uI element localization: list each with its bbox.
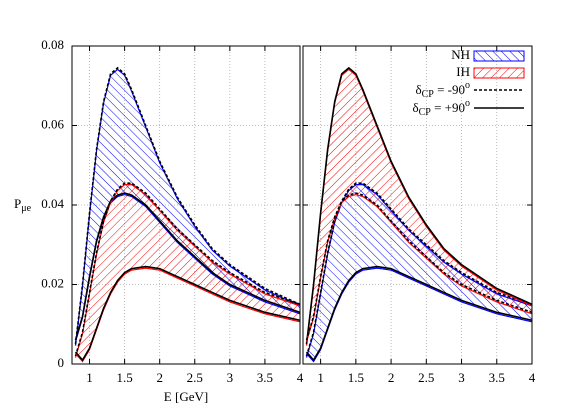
y-tick-label: 0.08 <box>41 37 64 52</box>
x-tick-label: 3.5 <box>257 370 273 385</box>
legend-sub: CP <box>419 107 432 118</box>
x-tick-label: 1.5 <box>348 370 364 385</box>
curve <box>305 182 532 357</box>
frame <box>302 45 533 365</box>
x-tick-label: 3 <box>458 370 465 385</box>
y-axis-label: Pμe <box>14 196 32 214</box>
legend-sub: CP <box>422 89 435 100</box>
legend-symbol: δ <box>412 100 418 115</box>
y-tick-label: 0.06 <box>41 116 64 131</box>
legend-label: δCP = -90o <box>415 80 470 100</box>
x-tick-label: 1.5 <box>116 370 132 385</box>
x-tick-label: 3 <box>227 370 234 385</box>
legend-label: δCP = +90o <box>412 98 470 118</box>
band <box>75 183 300 361</box>
x-tick-label: 2.5 <box>418 370 434 385</box>
legend-swatch <box>473 67 525 79</box>
legend-swatch <box>473 50 525 62</box>
band <box>306 183 532 361</box>
legend-label: NH <box>451 47 470 62</box>
legend-text: = -90 <box>434 82 465 97</box>
legend-sup: o <box>465 98 470 109</box>
x-tick-label: 2 <box>388 370 395 385</box>
y-tick-label: 0.02 <box>41 275 64 290</box>
curve <box>74 192 300 341</box>
x-tick-label: 4 <box>529 370 536 385</box>
legend-sup: o <box>465 80 470 91</box>
x-tick-label: 3.5 <box>489 370 505 385</box>
x-axis-label: E [GeV] <box>164 389 208 404</box>
curve <box>74 265 300 362</box>
y-label-main: P <box>14 196 21 211</box>
legend-text: = +90 <box>431 100 465 115</box>
legend-label: IH <box>456 64 470 79</box>
x-tick-label: 2 <box>156 370 163 385</box>
curve <box>74 182 300 357</box>
x-tick-label: 2.5 <box>187 370 203 385</box>
curve <box>305 66 532 345</box>
frame <box>71 45 301 365</box>
x-tick-label: 4 <box>297 370 304 385</box>
band-edge <box>305 193 532 342</box>
plot-area <box>74 66 300 363</box>
y-tick-label: 0 <box>58 355 65 370</box>
plot-area <box>305 66 532 363</box>
curve <box>305 192 532 341</box>
y-label-sub: μe <box>21 203 31 214</box>
x-tick-label: 1 <box>86 370 93 385</box>
y-tick-label: 0.04 <box>41 196 64 211</box>
x-tick-label: 1 <box>317 370 324 385</box>
curve <box>305 265 532 362</box>
curve <box>74 66 300 345</box>
legend-symbol: δ <box>415 82 421 97</box>
